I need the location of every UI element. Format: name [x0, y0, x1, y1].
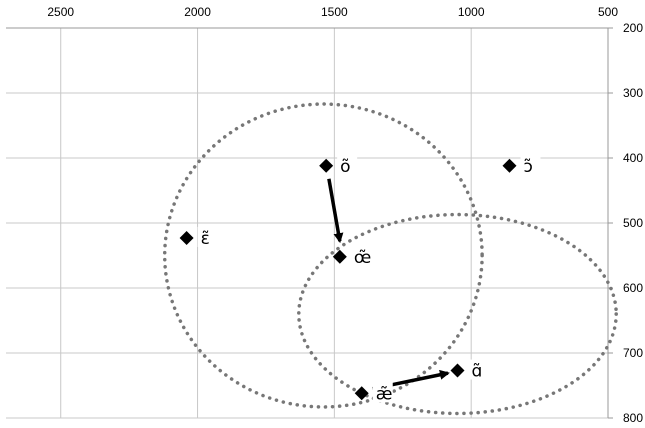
y-tick-label: 700: [623, 346, 643, 360]
point-group: õ ɔ̃ ɛ̃ œ̃ ɑ̃ æ̃: [179, 154, 541, 404]
ellipse-group: [162, 102, 618, 416]
x-tick-label: 1000: [458, 5, 485, 19]
point-label-bg: [468, 359, 489, 380]
diamond-marker: [502, 158, 517, 173]
grid: [6, 27, 613, 419]
diamond-marker: [319, 158, 334, 173]
point-label-bg: [337, 154, 358, 175]
point-label-bg: [520, 154, 541, 175]
point-label-bg: [350, 245, 371, 266]
point-label: ɔ̃: [523, 157, 532, 177]
point-label: œ̃: [354, 248, 371, 268]
arrow: [327, 178, 344, 244]
y-tick-label: 500: [623, 216, 643, 230]
arrow-group: [327, 178, 450, 391]
point-label: æ̃: [376, 384, 393, 404]
y-tick-label: 200: [623, 21, 643, 35]
x-tick-label: 2500: [47, 5, 74, 19]
diamond-marker: [179, 230, 194, 245]
x-tick-label: 500: [598, 5, 618, 19]
y-tick-label: 800: [623, 411, 643, 425]
diamond-marker: [450, 363, 465, 378]
diamond-marker: [332, 249, 347, 264]
point-label: ɑ̃: [472, 362, 483, 382]
diamond-marker: [354, 386, 369, 401]
x-tick-label: 1500: [321, 5, 348, 19]
y-tick-label: 400: [623, 151, 643, 165]
dotted-ellipse: [162, 102, 484, 409]
y-tick-label: 600: [623, 281, 643, 295]
point-label-bg: [372, 382, 393, 403]
point-label: ɛ̃: [201, 229, 210, 249]
dotted-ellipse: [297, 212, 618, 416]
point-label-bg: [197, 226, 218, 247]
tick-label-group: 2500 2000 1500 1000 500 200 300 400 500 600 700 800: [47, 5, 643, 425]
y-tick-label: 300: [623, 86, 643, 100]
point-label: õ: [340, 157, 350, 177]
x-tick-label: 2000: [184, 5, 211, 19]
